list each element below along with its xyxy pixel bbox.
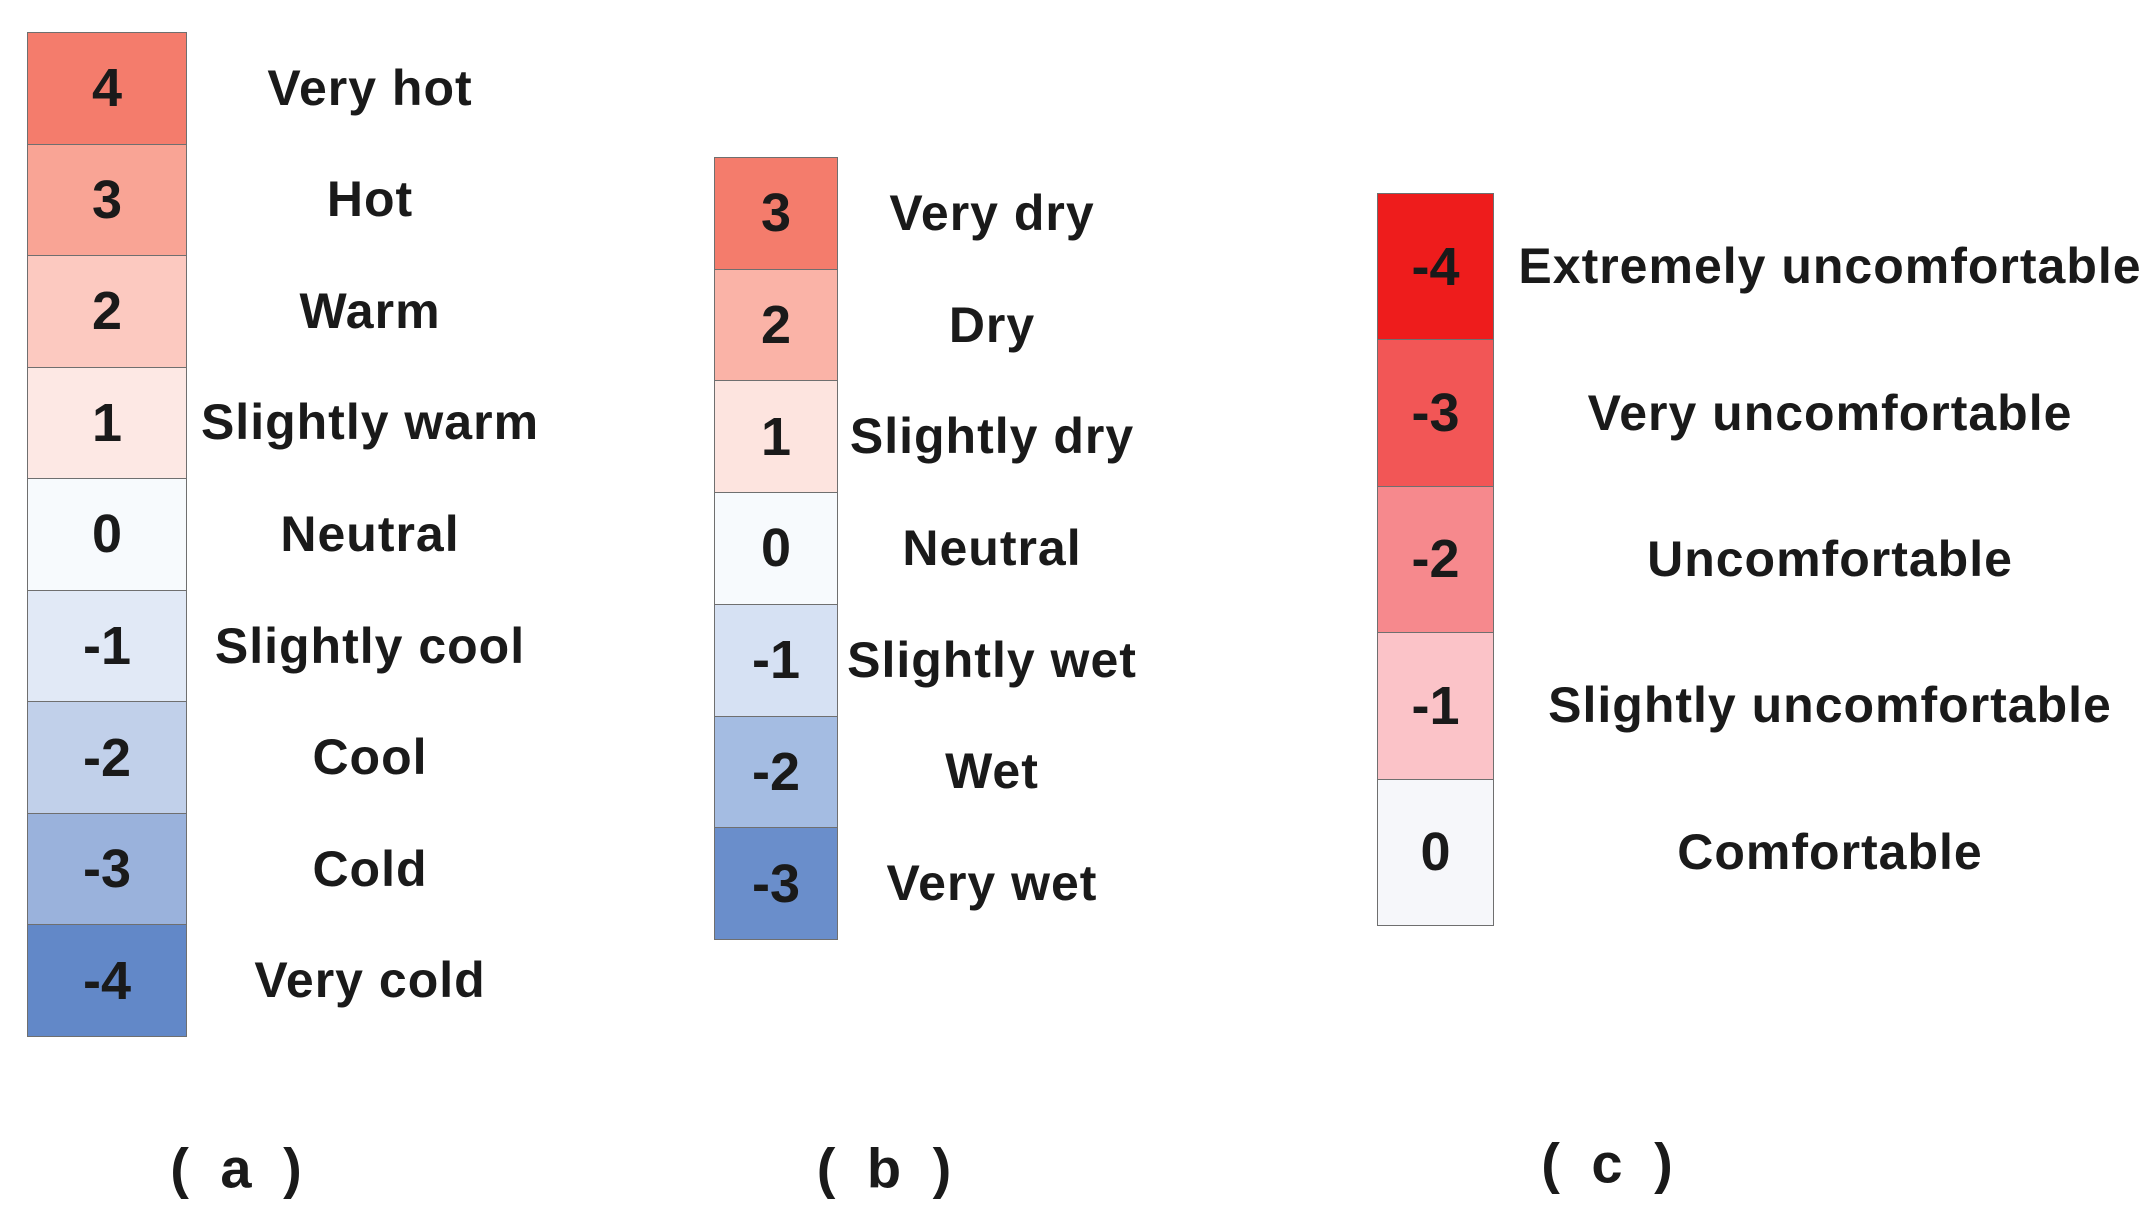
scale-cell: 2 xyxy=(27,255,187,368)
scale-cell: 3 xyxy=(714,157,838,270)
scale-cell: 3 xyxy=(27,143,187,257)
panel-label-a: ( a ) xyxy=(170,1136,310,1200)
scale-label: Very wet xyxy=(886,855,1098,912)
scale-cell: 1 xyxy=(27,366,187,480)
scale-label: Cool xyxy=(312,729,428,786)
scale-label: Cold xyxy=(312,840,428,897)
scale-label: Extremely uncomfortable xyxy=(1518,238,2142,295)
scale-cell: 1 xyxy=(714,380,838,494)
scale-label: Hot xyxy=(326,171,414,228)
scale-cell: -2 xyxy=(27,701,187,814)
panel-label-c: ( c ) xyxy=(1541,1131,1681,1195)
scale-cell: -3 xyxy=(714,827,838,940)
scale-cell: 0 xyxy=(1377,778,1494,926)
panel-label-b: ( b ) xyxy=(816,1136,960,1200)
scale-label: Neutral xyxy=(280,506,460,562)
humidity-sensation-scale: 3 2 1 0 -1 -2 -3 xyxy=(714,157,838,940)
scale-cell: -2 xyxy=(1377,485,1494,634)
scale-label: Very cold xyxy=(254,952,486,1009)
scale-cell: -1 xyxy=(1377,632,1494,780)
scale-cell: -4 xyxy=(1377,193,1494,341)
scale-cell: 4 xyxy=(27,32,187,145)
scale-cell: 0 xyxy=(27,478,187,591)
scale-label: Slightly warm xyxy=(200,394,540,451)
scale-cell: -3 xyxy=(1377,339,1494,487)
scale-label: Slightly cool xyxy=(214,617,526,674)
scale-cell: -2 xyxy=(714,715,838,829)
scale-label: Neutral xyxy=(902,520,1082,576)
scale-label: Uncomfortable xyxy=(1647,531,2013,587)
scale-label: Slightly dry xyxy=(849,408,1135,465)
scale-label: Wet xyxy=(945,743,1039,800)
scale-cell: -4 xyxy=(27,924,187,1037)
scale-label: Warm xyxy=(299,282,441,339)
scale-cell: -1 xyxy=(27,589,187,703)
scale-label: Dry xyxy=(948,296,1036,353)
scale-cell: 0 xyxy=(714,492,838,605)
scale-label: Very uncomfortable xyxy=(1587,384,2073,441)
scale-label: Very hot xyxy=(267,59,473,116)
thermal-sensation-scale: 4 3 2 1 0 -1 -2 -3 -4 xyxy=(27,32,187,1037)
thermal-comfort-scale: -4 -3 -2 -1 0 xyxy=(1377,193,1494,926)
scale-label: Slightly wet xyxy=(847,631,1137,688)
scale-cell: 2 xyxy=(714,268,838,382)
scale-cell: -3 xyxy=(27,812,187,926)
scale-label: Comfortable xyxy=(1677,823,1983,880)
scale-label: Very dry xyxy=(889,184,1095,241)
scale-cell: -1 xyxy=(714,603,838,717)
scale-label: Slightly uncomfortable xyxy=(1548,677,2112,734)
